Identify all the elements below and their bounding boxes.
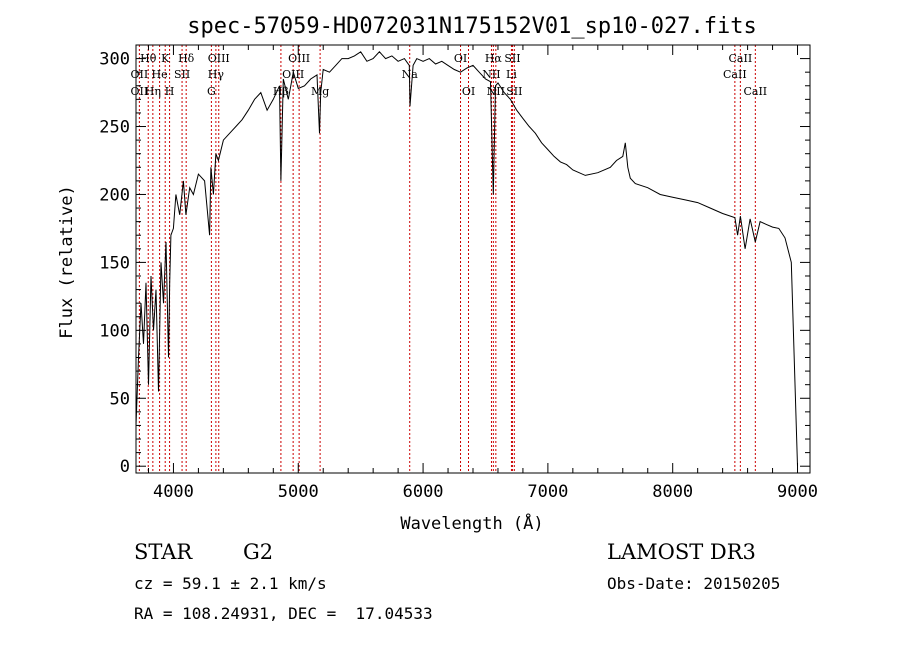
spectral-line-label: Hβ	[273, 85, 289, 98]
y-axis: 0 50 100 150 200 250 300	[99, 50, 810, 477]
x-tick-label: 7000	[527, 482, 568, 502]
spectral-line-label: K	[161, 52, 170, 65]
x-axis-label: Wavelength (Å)	[400, 512, 543, 534]
y-tick-label: 150	[99, 253, 130, 273]
x-tick-label: 9000	[777, 482, 818, 502]
spectral-line-markers	[138, 45, 756, 473]
spectral-line-label: OI	[462, 85, 475, 98]
spectral-line-label: H	[165, 85, 175, 98]
y-tick-label: 100	[99, 321, 130, 341]
y-tick-label: 50	[110, 389, 130, 409]
subclass: G2	[243, 540, 274, 564]
spectral-line-label: Hθ	[140, 52, 157, 65]
spectral-line-label: OII	[131, 68, 149, 81]
y-tick-label: 300	[99, 50, 130, 70]
plot-frame	[135, 44, 811, 474]
y-tick-label: 200	[99, 185, 130, 205]
spectral-line-label: Li	[506, 68, 517, 81]
y-tick-label: 0	[120, 457, 130, 477]
object-class: STAR	[134, 540, 193, 564]
survey-name: LAMOST DR3	[607, 540, 756, 564]
spectral-line-label: OI	[454, 52, 467, 65]
spectral-line-label: Hη	[145, 85, 161, 98]
series-group	[135, 51, 798, 467]
spectral-line-label: OII	[131, 85, 149, 98]
y-tick-label: 250	[99, 118, 130, 138]
spectral-line-label: CaII	[743, 85, 767, 98]
coordinates: RA = 108.24931, DEC = 17.04533	[134, 604, 433, 623]
x-tick-label: 5000	[278, 482, 319, 502]
y-axis-label: Flux (relative)	[57, 185, 77, 339]
spectral-line-label: OIII	[208, 52, 230, 65]
redshift-text: cz = 59.1 ± 2.1 km/s	[134, 574, 327, 593]
spectral-line-label: SII	[504, 52, 520, 65]
spectral-line-label: Hγ	[208, 68, 225, 81]
obs-date: Obs-Date: 20150205	[607, 574, 781, 593]
spectral-line-label: SII	[506, 85, 522, 98]
spectral-line-label: Hδ	[178, 52, 195, 65]
spectral-line-label: G	[207, 85, 216, 98]
spectral-line-label: SII	[174, 68, 190, 81]
x-axis: 4000 5000 6000 7000 8000 9000	[147, 45, 818, 502]
spectral-line-label: CaII	[723, 68, 747, 81]
spectral-line-label: NII	[482, 68, 500, 81]
spectral-line-label: He	[152, 68, 168, 81]
x-tick-label: 6000	[403, 482, 444, 502]
spectral-line-label: CaII	[729, 52, 753, 65]
series-line-flux	[135, 51, 798, 467]
spectral-line-label: Mg	[311, 85, 329, 98]
spectral-line-label: Hα	[485, 52, 503, 65]
chart-title: spec-57059-HD072031N175152V01_sp10-027.f…	[187, 14, 757, 39]
spectral-line-label: OIII	[288, 52, 310, 65]
x-tick-label: 8000	[652, 482, 693, 502]
x-tick-label: 4000	[153, 482, 194, 502]
